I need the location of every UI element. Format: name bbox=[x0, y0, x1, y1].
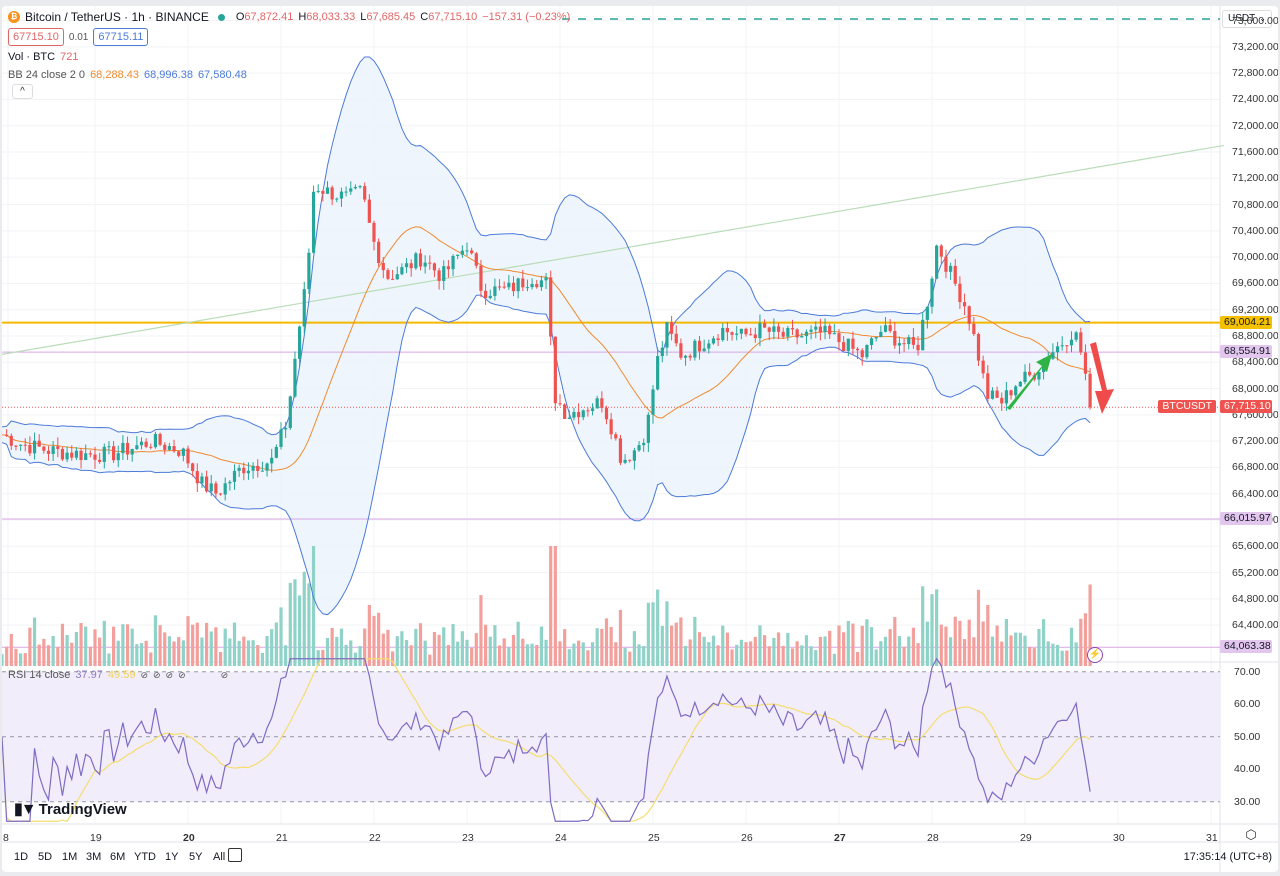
alert-icon[interactable]: ⚡ bbox=[1087, 647, 1103, 663]
price-tick: 67,200.00 bbox=[1232, 435, 1278, 448]
price-tick: 70,000.00 bbox=[1232, 251, 1278, 264]
timeframe-6m[interactable]: 6M bbox=[110, 851, 126, 863]
chart-canvas[interactable] bbox=[2, 6, 1278, 872]
price-tick: 66,800.00 bbox=[1232, 461, 1278, 474]
price-tick: 70,800.00 bbox=[1232, 198, 1278, 211]
timeframe-5d[interactable]: 5D bbox=[38, 851, 53, 863]
rsi-legend[interactable]: RSI 14 close 37.97 49.59 ⊘ ⊘ ⊘ ⊘ ⊘ bbox=[8, 669, 228, 681]
price-tick: 70,400.00 bbox=[1232, 224, 1278, 237]
price-tick: 65,600.00 bbox=[1232, 540, 1278, 553]
price-tick: 68,800.00 bbox=[1232, 330, 1278, 342]
price-tick: 69,600.00 bbox=[1232, 277, 1278, 290]
rsi-tick: 40.00 bbox=[1234, 763, 1261, 776]
time-tick: 24 bbox=[555, 832, 567, 844]
price-tag: 66,015.97 bbox=[1220, 511, 1272, 525]
tradingview-logo[interactable]: ▮▼ TradingView bbox=[14, 800, 127, 819]
buy-price-button[interactable]: 67715.11 bbox=[93, 28, 149, 46]
time-tick: 29 bbox=[1020, 832, 1032, 844]
goto-date-button[interactable] bbox=[228, 848, 242, 862]
price-tick: 64,400.00 bbox=[1232, 619, 1278, 632]
ohlc-open: O67,872.41 bbox=[235, 11, 294, 23]
rsi-tick: 70.00 bbox=[1234, 665, 1261, 678]
symbol-legend: ₿ Bitcoin / TetherUS · 1h · BINANCE O67,… bbox=[8, 10, 570, 24]
price-tick: 66,400.00 bbox=[1232, 487, 1278, 500]
time-tick: 30 bbox=[1113, 832, 1125, 844]
rsi-tick: 60.00 bbox=[1234, 698, 1261, 711]
bb-label: BB 24 close 2 0 bbox=[8, 69, 86, 81]
price-tick: 71,600.00 bbox=[1232, 146, 1278, 158]
clock[interactable]: 17:35:14 (UTC+8) bbox=[1183, 851, 1272, 863]
price-tick: 64,800.00 bbox=[1232, 592, 1278, 605]
time-tick: 28 bbox=[927, 832, 939, 844]
timeframe-1y[interactable]: 1Y bbox=[165, 851, 179, 863]
hidden-icon: ⊘ bbox=[220, 669, 229, 680]
bb-upper-value: 68,996.38 bbox=[144, 69, 193, 81]
hidden-icon: ⊘ bbox=[165, 669, 174, 680]
time-tick: 27 bbox=[834, 832, 846, 844]
timeframe-5y[interactable]: 5Y bbox=[189, 851, 203, 863]
time-tick: 21 bbox=[276, 832, 288, 844]
volume-value: 721 bbox=[60, 51, 79, 63]
bitcoin-logo-icon: ₿ bbox=[8, 11, 20, 23]
price-tag: 67,715.10 bbox=[1220, 400, 1272, 414]
timeframe-1m[interactable]: 1M bbox=[62, 851, 78, 863]
market-status-icon bbox=[217, 13, 225, 21]
spread-value: 0.01 bbox=[68, 31, 89, 43]
ohlc-high: H68,033.33 bbox=[298, 11, 356, 23]
time-tick: 22 bbox=[369, 832, 381, 844]
time-tick: 8 bbox=[3, 832, 9, 844]
price-tick: 72,400.00 bbox=[1232, 93, 1278, 106]
timeframe-all[interactable]: All bbox=[213, 851, 226, 863]
price-tag: 68,554.91 bbox=[1220, 345, 1272, 359]
timeframe-ytd[interactable]: YTD bbox=[134, 851, 156, 863]
ohlc-close: C67,715.10 bbox=[420, 11, 478, 23]
hidden-icon: ⊘ bbox=[178, 669, 186, 680]
price-tick: 69,200.00 bbox=[1232, 303, 1278, 316]
hidden-icon: ⊘ bbox=[140, 669, 148, 680]
sell-price-button[interactable]: 67715.10 bbox=[8, 28, 64, 46]
currency-selector[interactable]: USDT ⌄ bbox=[1222, 10, 1272, 28]
symbol-tag: BTCUSDT bbox=[1158, 400, 1216, 414]
price-tick: 65,200.00 bbox=[1232, 566, 1278, 579]
collapse-legend-button[interactable]: ^ bbox=[12, 84, 33, 99]
rsi-ma-value: 49.59 bbox=[107, 669, 136, 681]
price-tag: 69,004.21 bbox=[1220, 315, 1272, 329]
hidden-icon: ⊘ bbox=[152, 669, 161, 680]
chart-window: ₿ Bitcoin / TetherUS · 1h · BINANCE O67,… bbox=[2, 6, 1278, 872]
rsi-tick: 30.00 bbox=[1234, 795, 1261, 808]
gear-icon: ⬡ bbox=[1245, 827, 1257, 842]
price-tick: 73,600.00 bbox=[1232, 14, 1278, 27]
price-tick: 72,000.00 bbox=[1232, 119, 1278, 132]
ohlc-low: L67,685.45 bbox=[360, 11, 416, 23]
bb-lower-value: 67,580.48 bbox=[197, 69, 247, 81]
time-tick: 19 bbox=[90, 832, 102, 844]
time-tick: 25 bbox=[648, 832, 660, 844]
symbol-title[interactable]: Bitcoin / TetherUS · 1h · BINANCE bbox=[25, 10, 209, 24]
price-tick: 71,200.00 bbox=[1232, 172, 1278, 185]
rsi-value: 37.97 bbox=[75, 669, 103, 681]
timeframe-1d[interactable]: 1D bbox=[14, 851, 29, 863]
time-tick: 31 bbox=[1206, 832, 1218, 844]
ohlc-change: −157.31 (−0.23%) bbox=[482, 11, 571, 23]
bb-legend[interactable]: BB 24 close 2 0 68,288.43 68,996.38 67,5… bbox=[8, 69, 247, 81]
price-tick: 72,800.00 bbox=[1232, 67, 1278, 80]
settings-gear-button[interactable]: ⬡ bbox=[1244, 828, 1258, 842]
timeframe-3m[interactable]: 3M bbox=[86, 851, 102, 863]
price-tick: 68,000.00 bbox=[1232, 382, 1278, 395]
price-tick: 68,400.00 bbox=[1232, 356, 1278, 369]
chevron-down-icon: ⌄ bbox=[1259, 14, 1266, 23]
tv-logo-icon: ▮▼ bbox=[14, 801, 37, 818]
volume-label: Vol · BTC bbox=[8, 51, 56, 63]
price-tag: 64,063.38 bbox=[1220, 640, 1272, 654]
time-tick: 20 bbox=[183, 832, 195, 844]
chevron-up-icon: ^ bbox=[20, 86, 25, 97]
price-tick: 73,200.00 bbox=[1232, 40, 1278, 53]
rsi-label: RSI 14 close bbox=[8, 669, 71, 681]
volume-legend[interactable]: Vol · BTC 721 bbox=[8, 51, 78, 63]
bid-ask-row: 67715.10 0.01 67715.11 bbox=[8, 28, 149, 46]
time-tick: 23 bbox=[462, 832, 474, 844]
rsi-tick: 50.00 bbox=[1234, 730, 1261, 743]
bb-basis-value: 68,288.43 bbox=[90, 69, 139, 81]
time-tick: 26 bbox=[741, 832, 753, 844]
